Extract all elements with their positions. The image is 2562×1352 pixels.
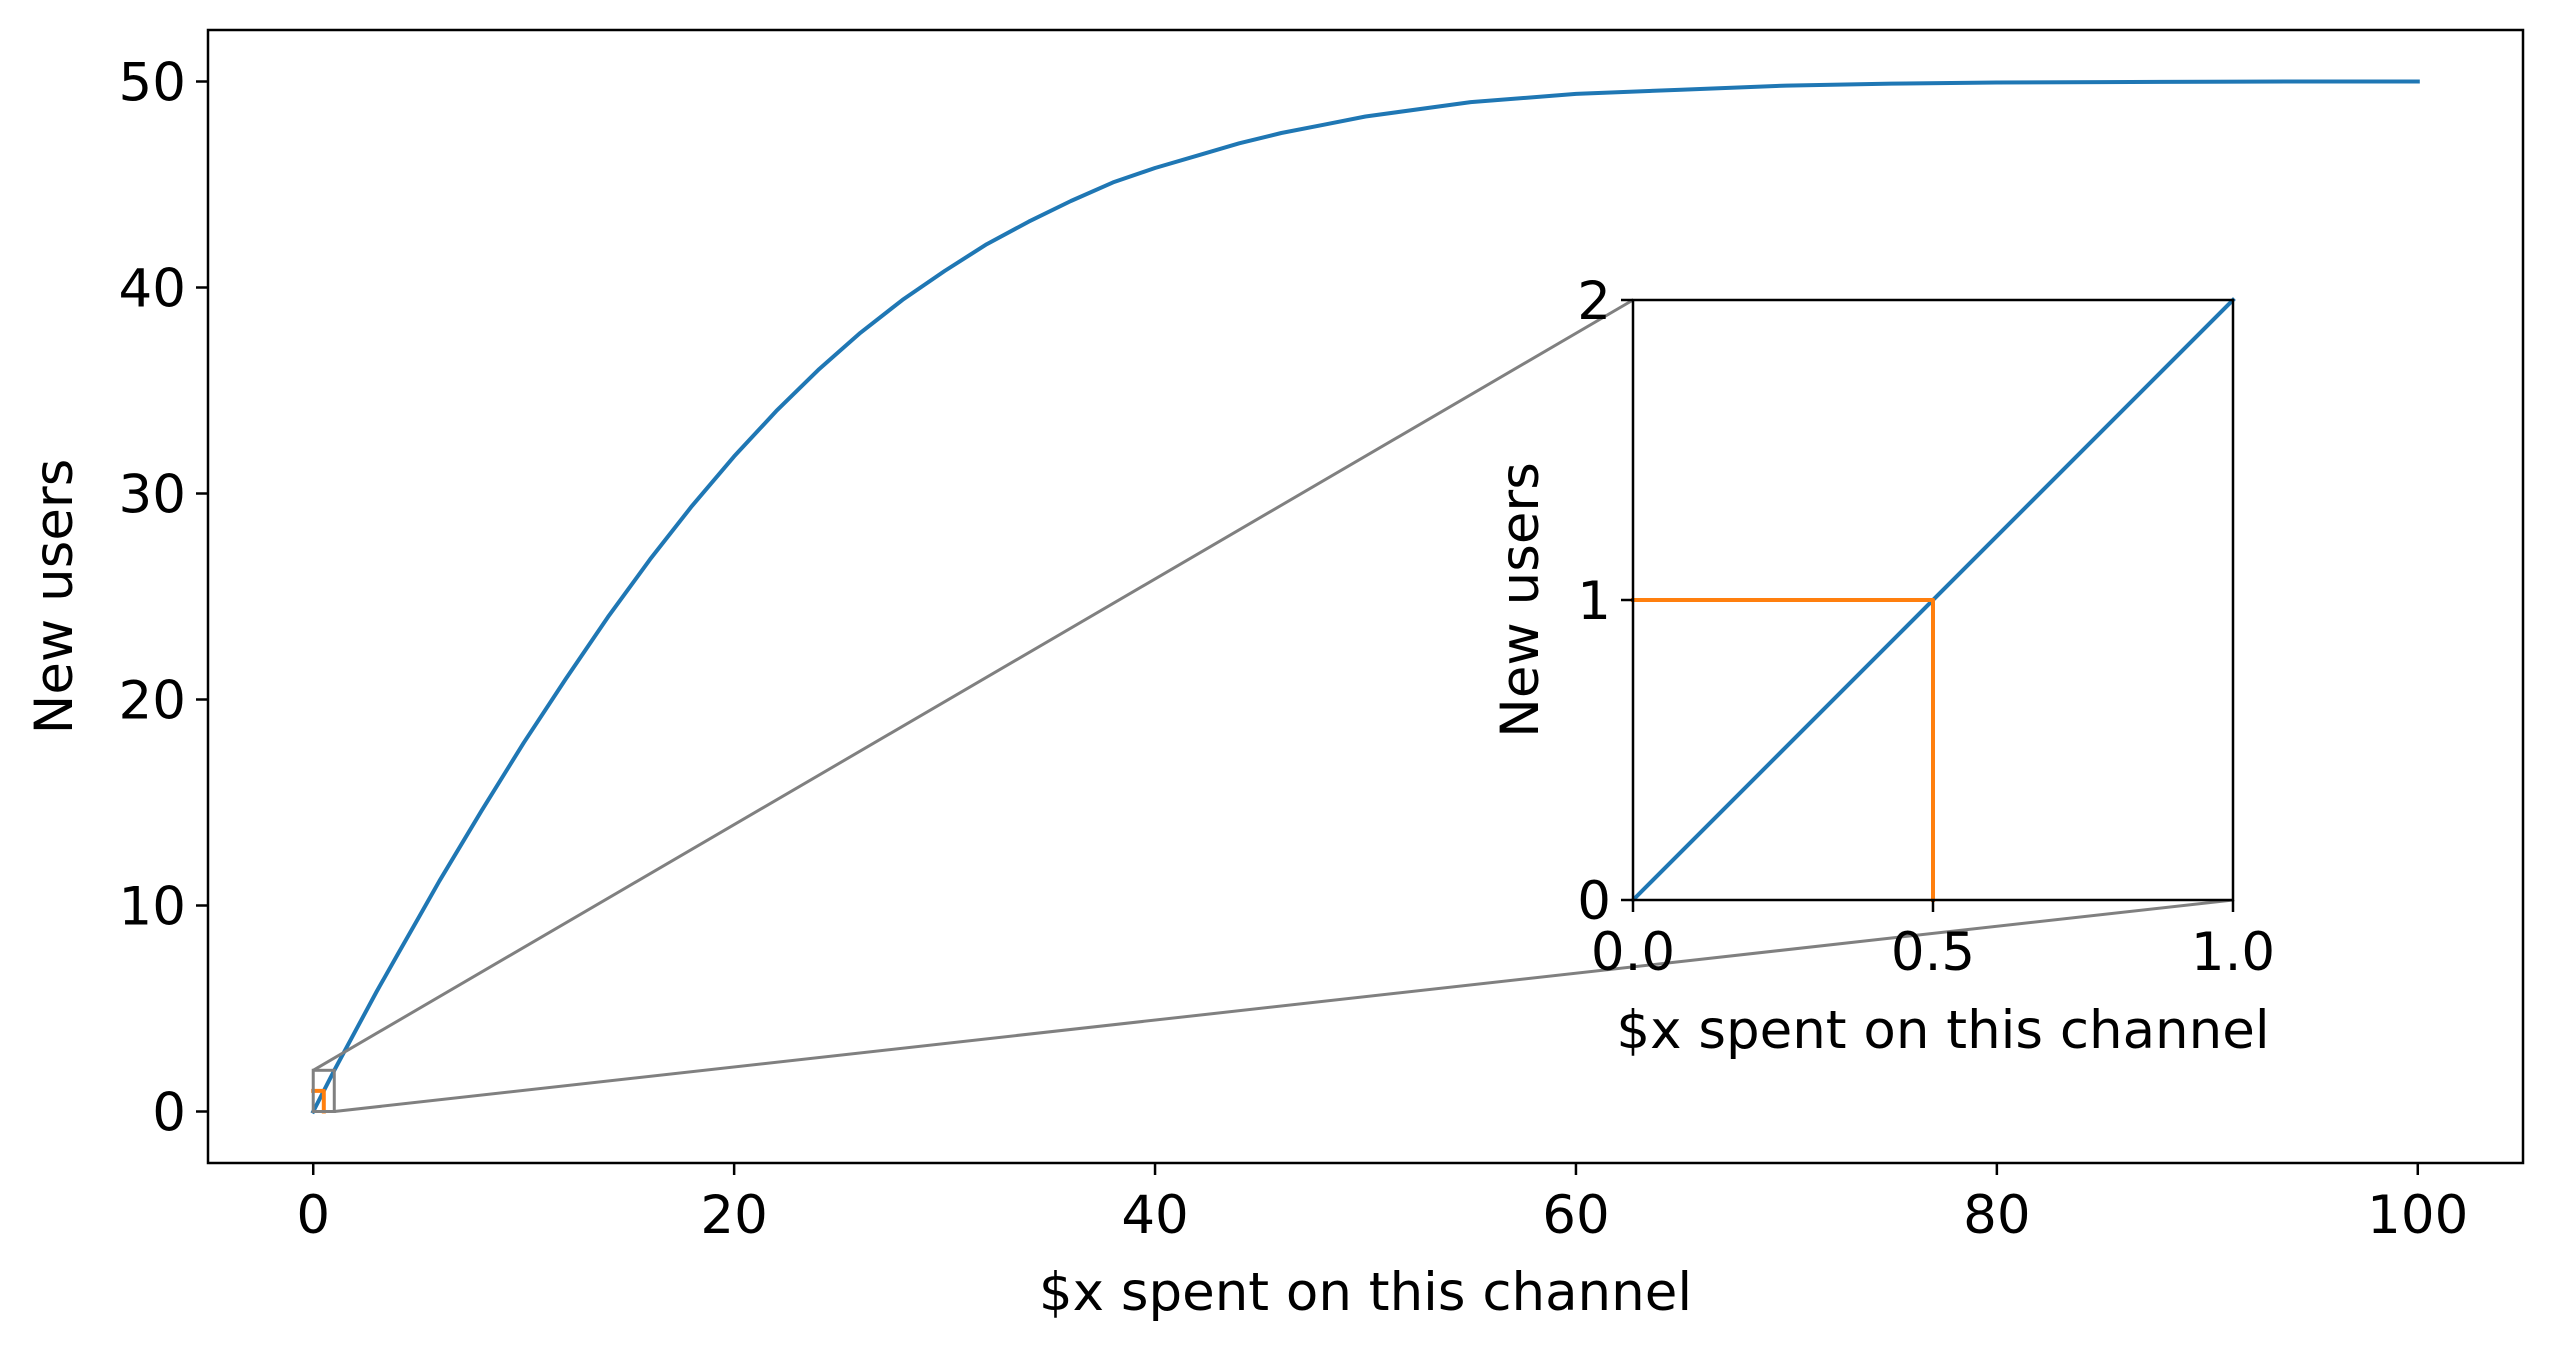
- inset-ticks-layer: 0.0 0.5 1.0 0 1 2: [1577, 271, 2275, 983]
- inset-y-tick-label: 0: [1577, 871, 1611, 932]
- main-x-tick-label: 20: [700, 1185, 767, 1246]
- main-axes-frame: [206, 28, 2525, 1165]
- main-x-axis-label: $x spent on this channel: [1039, 1262, 1692, 1323]
- inset-x-axis-label: $x spent on this channel: [1616, 1000, 2269, 1061]
- inset-y-tick-label: 2: [1577, 271, 1611, 332]
- inset-series-line-2: [1631, 598, 1935, 902]
- inset-plot: 0.0 0.5 1.0 0 1 2 $x spent on this channel Ne…: [1490, 271, 2275, 1061]
- zoom-connector-lower: [334, 898, 2234, 1113]
- main-series-line-1: [310, 79, 2420, 1115]
- inset-y-tick-label: 1: [1577, 571, 1611, 632]
- main-y-tick-label: 50: [119, 53, 186, 114]
- inset-y-axis-label: New users: [1490, 462, 1551, 738]
- main-x-tick-label: 80: [1963, 1185, 2030, 1246]
- inset-x-tick-label: 0.0: [1591, 922, 1675, 983]
- main-y-axis-label: New users: [24, 459, 85, 735]
- main-x-tick-label: 0: [296, 1185, 330, 1246]
- zoom-region-box: [311, 1068, 336, 1114]
- zoom-indicator-layer: [311, 298, 2234, 1114]
- main-x-tick-label: 60: [1542, 1185, 1609, 1246]
- main-y-tick-label: 40: [119, 259, 186, 320]
- main-series-layer: [310, 79, 2420, 1115]
- main-series-line-2: [311, 1088, 326, 1114]
- main-y-tick-label: 30: [119, 465, 186, 526]
- main-y-tick-label: 20: [119, 671, 186, 732]
- main-x-tick-label: 100: [2367, 1185, 2468, 1246]
- zoom-connector-upper: [312, 298, 1634, 1072]
- main-x-tick-label: 40: [1121, 1185, 1188, 1246]
- inset-x-tick-label: 1.0: [2191, 922, 2275, 983]
- main-y-tick-label: 0: [152, 1083, 186, 1144]
- inset-series-layer: [1630, 297, 2236, 903]
- inset-x-tick-label: 0.5: [1891, 922, 1975, 983]
- main-y-tick-label: 10: [119, 877, 186, 938]
